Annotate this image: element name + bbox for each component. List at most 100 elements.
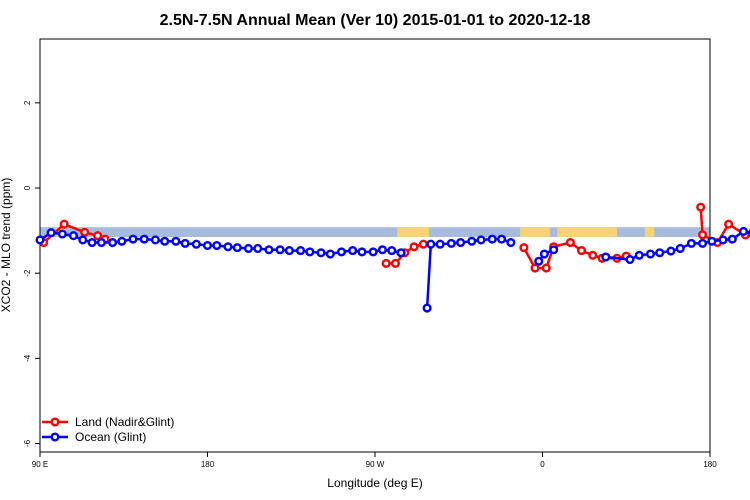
series-1-point-0-25 <box>296 246 306 256</box>
y-tick-label-0: 2 <box>23 100 32 105</box>
series-1-point-0-9 <box>128 234 138 244</box>
series-1-point-3-7 <box>686 238 696 248</box>
legend: Land (Nadir&Glint)Ocean (Glint) <box>42 415 174 444</box>
land-band-3 <box>557 227 617 237</box>
legend-marker-1 <box>50 432 60 442</box>
legend-label-1: Ocean (Glint) <box>75 430 146 444</box>
series-1-point-0-29 <box>336 247 347 257</box>
series-1-point-1-4 <box>456 237 466 248</box>
x-tick-label-1: 180 <box>201 460 215 469</box>
series-1-point-0-4 <box>78 235 88 245</box>
series-1-point-3-1 <box>625 255 635 265</box>
y-axis-ticks: 2 0 -2 -4 -6 <box>23 100 40 447</box>
series-0-point-2-1 <box>530 263 540 273</box>
background-band <box>40 227 710 237</box>
series-1-point-1-6 <box>476 235 486 245</box>
series-1-point-0-30 <box>348 246 358 256</box>
series-1-point-3-11 <box>727 234 737 244</box>
series-1-point-1-8 <box>497 234 507 244</box>
y-tick-label-1: 0 <box>23 185 32 190</box>
series-1-point-3-9 <box>707 236 717 246</box>
series-1-point-0-10 <box>139 234 149 244</box>
series-1-point-0-0 <box>35 235 45 245</box>
series-1-point-0-34 <box>387 246 397 256</box>
series-1-point-1-5 <box>467 236 477 246</box>
series-1-point-3-10 <box>718 235 728 245</box>
series-1-point-0-13 <box>171 236 181 246</box>
series-1-point-1-0 <box>422 303 432 313</box>
land-band-2 <box>520 227 550 237</box>
series-1-point-0-7 <box>108 237 118 248</box>
series-0-point-3-3 <box>724 219 734 229</box>
series-1-point-0-16 <box>202 240 213 251</box>
series-1-point-0-8 <box>117 236 127 246</box>
x-tick-label-0: 90 E <box>32 460 48 469</box>
series-0-point-0-3 <box>93 231 103 241</box>
y-tick-label-3: -4 <box>23 354 32 362</box>
x-tick-label-2: 90 W <box>366 460 385 469</box>
x-tick-label-4: 180 <box>703 460 717 469</box>
series-1-point-0-28 <box>325 249 335 259</box>
series-1-point-1-2 <box>435 239 445 249</box>
series-1-point-2-2 <box>549 245 559 255</box>
series-1-point-3-5 <box>666 246 676 256</box>
chart-title: 2.5N-7.5N Annual Mean (Ver 10) 2015-01-0… <box>160 12 591 29</box>
series-0-point-2-5 <box>577 246 587 256</box>
series-1-point-0-5 <box>87 237 97 248</box>
series-1-point-3-3 <box>645 249 655 259</box>
series-layer <box>35 202 750 313</box>
series-1-point-0-17 <box>212 240 222 251</box>
legend-label-0: Land (Nadir&Glint) <box>75 415 174 429</box>
series-1-point-0-20 <box>243 243 253 254</box>
series-1 <box>35 226 750 313</box>
x-tick-label-3: 0 <box>540 460 545 469</box>
series-1-point-0-19 <box>232 243 242 253</box>
series-1-point-0-24 <box>284 246 294 256</box>
ocean-band <box>40 227 710 237</box>
series-1-point-0-23 <box>275 245 285 255</box>
series-0-point-1-3 <box>409 242 419 252</box>
series-0-point-2-0 <box>519 243 529 253</box>
y-tick-label-4: -6 <box>23 439 32 447</box>
series-0-point-1-1 <box>390 258 401 268</box>
series-1-point-0-3 <box>68 231 79 241</box>
series-1-point-0-12 <box>160 236 170 246</box>
y-tick-label-2: -2 <box>23 269 32 277</box>
series-1-point-1-1 <box>426 239 436 249</box>
series-1-point-2-1 <box>539 249 549 259</box>
series-1-point-3-4 <box>655 248 665 258</box>
series-1-point-3-0 <box>601 252 611 262</box>
series-1-point-1-3 <box>446 238 456 248</box>
series-1-point-0-15 <box>191 239 201 249</box>
series-1-point-3-6 <box>675 243 685 254</box>
series-1-point-1-9 <box>506 237 516 248</box>
land-band-1 <box>397 227 429 237</box>
series-0-point-2-6 <box>588 250 598 260</box>
series-1-point-3-8 <box>698 238 708 248</box>
series-1-point-0-27 <box>316 248 326 258</box>
series-1-point-0-31 <box>357 247 367 257</box>
series-1-line-1 <box>425 237 512 309</box>
series-0-point-2-2 <box>541 263 551 273</box>
series-0-point-3-1 <box>698 230 708 240</box>
series-0-point-3-0 <box>696 202 706 212</box>
series-1-point-0-33 <box>377 245 387 255</box>
series-0-point-0-2 <box>80 227 90 237</box>
series-1-point-0-26 <box>305 247 315 257</box>
series-1-point-1-7 <box>487 234 497 244</box>
series-1-point-3-2 <box>634 250 644 260</box>
legend-marker-0 <box>50 417 60 427</box>
series-0-point-2-4 <box>565 237 575 248</box>
series-1-point-0-14 <box>180 238 190 248</box>
series-0-point-1-0 <box>381 258 391 268</box>
series-1-point-0-11 <box>150 235 160 245</box>
series-0-point-0-1 <box>59 219 69 229</box>
series-1-point-0-1 <box>46 228 56 238</box>
series-1-point-0-32 <box>368 247 378 257</box>
series-1-point-0-6 <box>96 237 106 248</box>
y-axis-label: XCO2 - MLO trend (ppm) <box>0 178 13 313</box>
x-axis-label: Longitude (deg E) <box>327 476 422 490</box>
series-1-point-0-21 <box>253 243 263 254</box>
